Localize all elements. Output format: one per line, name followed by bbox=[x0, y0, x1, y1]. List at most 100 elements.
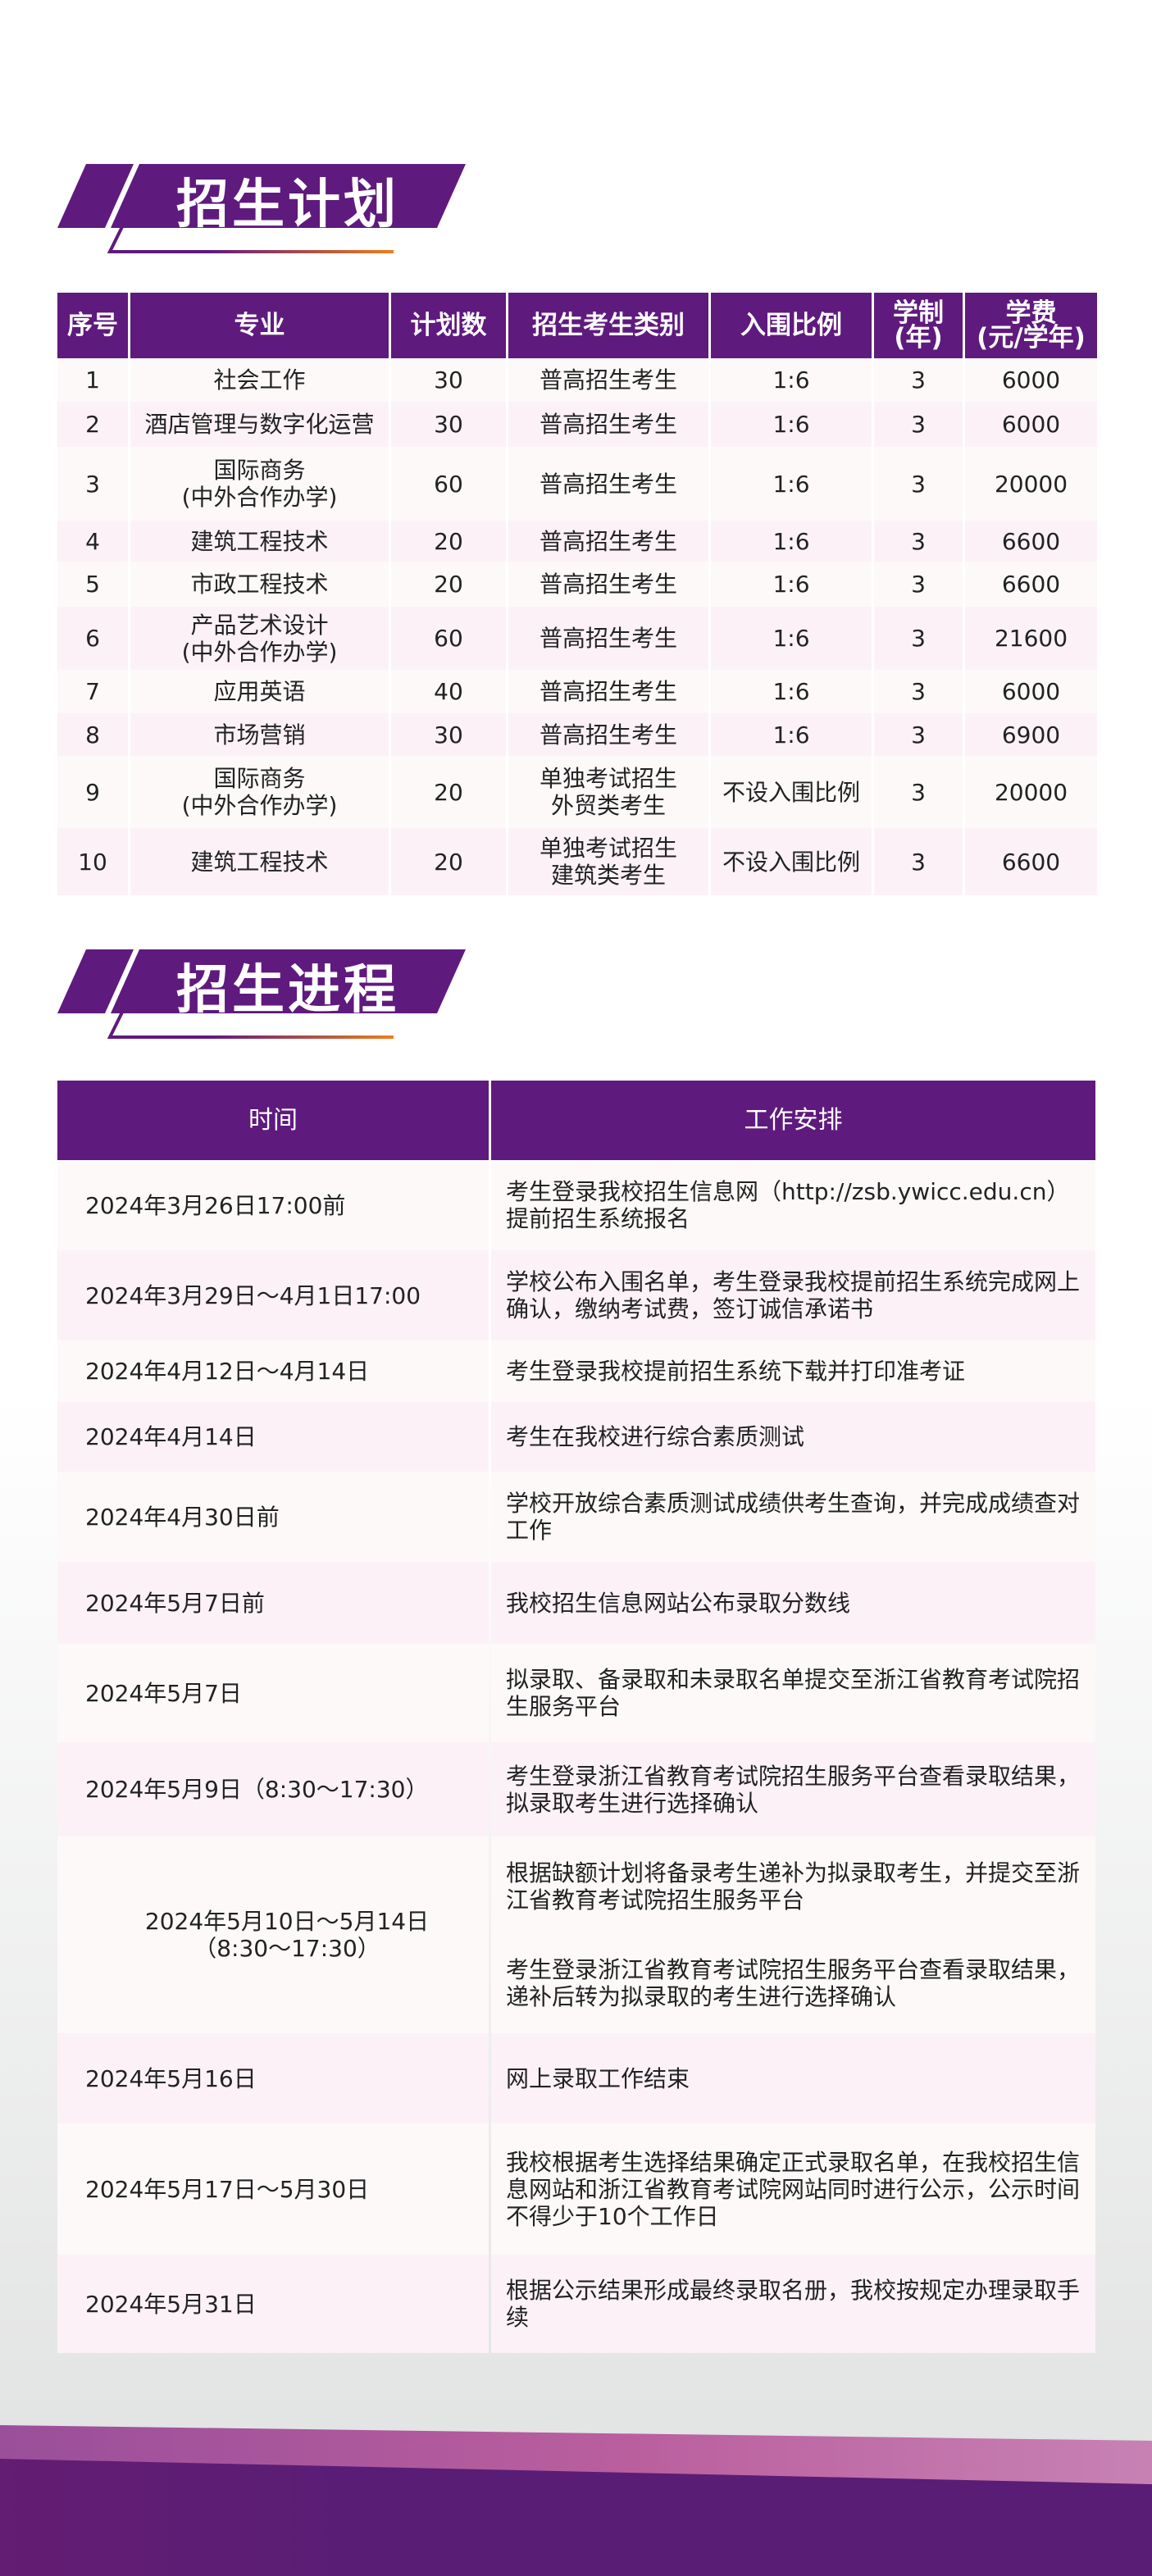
cell-count: 30 bbox=[391, 402, 506, 447]
enrollment-plan-table: 序号 专业 计划数 招生考生类别 入围比例 学制 (年) 学费 (元/学年) 1 社会工作 30… bbox=[55, 293, 1100, 895]
cell-count: 30 bbox=[391, 713, 506, 756]
cell-type: 普高招生考生 bbox=[508, 447, 708, 521]
cell-type: 普高招生考生 bbox=[508, 358, 708, 402]
table-row: 10 建筑工程技术 20 单独考试招生 建筑类考生 不设入围比例 3 6600 bbox=[57, 828, 1097, 895]
section-banner-plan: 招生计划 bbox=[57, 160, 484, 266]
work-item: 考生登录浙江省教育考试院招生服务平台查看录取结果，拟录取考生进行选择确认 bbox=[506, 1762, 1081, 1817]
cell-type: 普高招生考生 bbox=[508, 521, 708, 562]
cell-time: 2024年3月26日17:00前 bbox=[57, 1160, 489, 1250]
cell-work: 考生登录我校招生信息网（http://zsb.ywicc.edu.cn）提前招生… bbox=[491, 1160, 1095, 1250]
cell-count: 30 bbox=[391, 358, 506, 402]
cell-no: 9 bbox=[57, 756, 128, 828]
cell-ratio: 1:6 bbox=[711, 447, 872, 521]
cell-type: 普高招生考生 bbox=[508, 713, 708, 756]
header-ratio: 入围比例 bbox=[711, 293, 872, 358]
work-item: 考生登录我校提前招生系统下载并打印准考证 bbox=[506, 1358, 966, 1385]
header-count: 计划数 bbox=[391, 293, 506, 358]
section-banner-schedule: 招生进程 bbox=[57, 945, 484, 1052]
table-row: 2024年4月14日 考生在我校进行综合素质测试 bbox=[57, 1402, 1095, 1472]
cell-major: 建筑工程技术 bbox=[130, 828, 389, 895]
cell-time: 2024年5月31日 bbox=[57, 2255, 489, 2353]
cell-count: 20 bbox=[391, 562, 506, 607]
work-item: 学校公布入围名单，考生登录我校提前招生系统完成网上确认，缴纳考试费，签订诚信承诺… bbox=[506, 1268, 1081, 1322]
admission-schedule-table: 时间 工作安排 2024年3月26日17:00前 考生登录我校招生信息网（http… bbox=[55, 1081, 1098, 2353]
header-years: 学制 (年) bbox=[874, 293, 963, 358]
cell-fee: 6600 bbox=[965, 562, 1097, 607]
cell-count: 60 bbox=[391, 447, 506, 521]
cell-years: 3 bbox=[874, 607, 963, 670]
table-row: 9 国际商务 (中外合作办学) 20 单独考试招生 外贸类考生 不设入围比例 3 20000 bbox=[57, 756, 1097, 828]
table-row: 6 产品艺术设计 (中外合作办学) 60 普高招生考生 1:6 3 21600 bbox=[57, 607, 1097, 670]
cell-work: 考生登录浙江省教育考试院招生服务平台查看录取结果，拟录取考生进行选择确认 bbox=[491, 1742, 1095, 1836]
cell-fee: 20000 bbox=[965, 447, 1097, 521]
cell-years: 3 bbox=[874, 828, 963, 895]
cell-major: 产品艺术设计 (中外合作办学) bbox=[130, 607, 389, 670]
cell-years: 3 bbox=[874, 447, 963, 521]
cell-type: 普高招生考生 bbox=[508, 562, 708, 607]
table-row: 3 国际商务 (中外合作办学) 60 普高招生考生 1:6 3 20000 bbox=[57, 447, 1097, 521]
cell-time: 2024年4月30日前 bbox=[57, 1472, 489, 1562]
header-time: 时间 bbox=[57, 1081, 489, 1160]
cell-years: 3 bbox=[874, 358, 963, 402]
cell-ratio: 1:6 bbox=[711, 402, 872, 447]
cell-time: 2024年4月12日～4月14日 bbox=[57, 1340, 489, 1402]
cell-major: 建筑工程技术 bbox=[130, 521, 389, 562]
cell-type: 单独考试招生 外贸类考生 bbox=[508, 756, 708, 828]
footer-decoration bbox=[0, 2425, 1152, 2576]
cell-years: 3 bbox=[874, 562, 963, 607]
table-row: 4 建筑工程技术 20 普高招生考生 1:6 3 6600 bbox=[57, 521, 1097, 562]
cell-ratio: 1:6 bbox=[711, 358, 872, 402]
work-item: 考生登录浙江省教育考试院招生服务平台查看录取结果，递补后转为拟录取的考生进行选择… bbox=[506, 1956, 1081, 2010]
table-row: 8 市场营销 30 普高招生考生 1:6 3 6900 bbox=[57, 713, 1097, 756]
cell-no: 5 bbox=[57, 562, 128, 607]
cell-count: 60 bbox=[391, 607, 506, 670]
cell-type: 普高招生考生 bbox=[508, 402, 708, 447]
table-row: 2024年3月26日17:00前 考生登录我校招生信息网（http://zsb.y… bbox=[57, 1160, 1095, 1250]
work-item: 网上录取工作结束 bbox=[506, 2064, 690, 2092]
cell-major: 社会工作 bbox=[130, 358, 389, 402]
table-row: 7 应用英语 40 普高招生考生 1:6 3 6000 bbox=[57, 670, 1097, 713]
header-work: 工作安排 bbox=[491, 1081, 1095, 1160]
table-row: 2024年5月9日（8:30～17:30） 考生登录浙江省教育考试院招生服务平台查… bbox=[57, 1742, 1095, 1836]
cell-ratio: 1:6 bbox=[711, 521, 872, 562]
cell-work: 学校开放综合素质测试成绩供考生查询，并完成成绩查对工作 bbox=[491, 1472, 1095, 1562]
work-item: 根据缺额计划将备录考生递补为拟录取考生，并提交至浙江省教育考试院招生服务平台 bbox=[506, 1859, 1081, 1914]
cell-ratio: 不设入围比例 bbox=[711, 828, 872, 895]
cell-no: 2 bbox=[57, 402, 128, 447]
table-row: 2024年5月7日前 我校招生信息网站公布录取分数线 bbox=[57, 1562, 1095, 1644]
cell-ratio: 1:6 bbox=[711, 562, 872, 607]
work-item: 我校招生信息网站公布录取分数线 bbox=[506, 1589, 851, 1617]
cell-work: 拟录取、备录取和未录取名单提交至浙江省教育考试院招生服务平台 bbox=[491, 1644, 1095, 1742]
cell-no: 10 bbox=[57, 828, 128, 895]
cell-count: 40 bbox=[391, 670, 506, 713]
cell-count: 20 bbox=[391, 521, 506, 562]
table-row: 2024年5月7日 拟录取、备录取和未录取名单提交至浙江省教育考试院招生服务平台 bbox=[57, 1644, 1095, 1742]
work-item: 学校开放综合素质测试成绩供考生查询，并完成成绩查对工作 bbox=[506, 1490, 1081, 1544]
cell-work: 考生在我校进行综合素质测试 bbox=[491, 1402, 1095, 1472]
table-row: 2024年5月31日 根据公示结果形成最终录取名册，我校按规定办理录取手续 bbox=[57, 2255, 1095, 2353]
table-row: 2024年4月12日～4月14日 考生登录我校提前招生系统下载并打印准考证 bbox=[57, 1340, 1095, 1402]
cell-time: 2024年3月29日～4月1日17:00 bbox=[57, 1250, 489, 1340]
work-item: 考生在我校进行综合素质测试 bbox=[506, 1423, 805, 1450]
cell-major: 酒店管理与数字化运营 bbox=[130, 402, 389, 447]
cell-count: 20 bbox=[391, 828, 506, 895]
table-header-row: 时间 工作安排 bbox=[57, 1081, 1095, 1160]
cell-work: 我校招生信息网站公布录取分数线 bbox=[491, 1562, 1095, 1644]
table-row: 2024年5月17日～5月30日 我校根据考生选择结果确定正式录取名单，在我校招生… bbox=[57, 2123, 1095, 2255]
cell-time: 2024年4月14日 bbox=[57, 1402, 489, 1472]
table-row: 2024年5月16日 网上录取工作结束 bbox=[57, 2033, 1095, 2123]
cell-count: 20 bbox=[391, 756, 506, 828]
cell-no: 7 bbox=[57, 670, 128, 713]
cell-type: 单独考试招生 建筑类考生 bbox=[508, 828, 708, 895]
cell-ratio: 1:6 bbox=[711, 713, 872, 756]
cell-no: 6 bbox=[57, 607, 128, 670]
cell-years: 3 bbox=[874, 713, 963, 756]
cell-work: 根据缺额计划将备录考生递补为拟录取考生，并提交至浙江省教育考试院招生服务平台 考生… bbox=[491, 1836, 1095, 2033]
cell-time: 2024年5月9日（8:30～17:30） bbox=[57, 1742, 489, 1836]
cell-type: 普高招生考生 bbox=[508, 607, 708, 670]
cell-work: 我校根据考生选择结果确定正式录取名单，在我校招生信息网站和浙江省教育考试院网站同… bbox=[491, 2123, 1095, 2255]
cell-fee: 20000 bbox=[965, 756, 1097, 828]
cell-ratio: 1:6 bbox=[711, 607, 872, 670]
cell-time: 2024年5月10日～5月14日 （8:30～17:30） bbox=[57, 1836, 489, 2033]
cell-no: 1 bbox=[57, 358, 128, 402]
